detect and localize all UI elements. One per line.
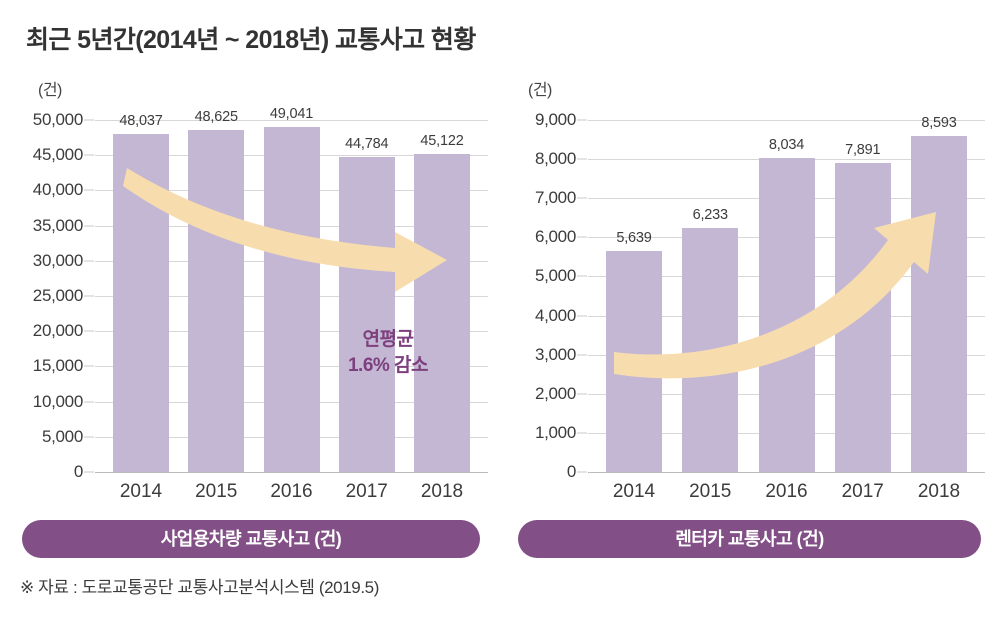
y-axis-tick-mark <box>84 471 94 473</box>
x-axis-tick-label-2017: 2017 <box>841 481 884 502</box>
y-axis-tick-label: 1,000 <box>534 422 576 442</box>
y-axis-tick-label: 0 <box>73 462 83 481</box>
bar-2017[interactable] <box>338 156 395 472</box>
y-axis-tick-label: 3,000 <box>534 344 576 364</box>
y-axis-tick-label: 40,000 <box>32 180 84 200</box>
gridline <box>95 120 488 121</box>
x-axis-tick-label-2018: 2018 <box>917 481 961 502</box>
y-axis-tick-label: 9,000 <box>534 110 576 129</box>
bar-2014[interactable] <box>113 133 169 472</box>
y-axis-tick-mark <box>577 471 587 473</box>
gridline <box>588 120 985 121</box>
y-axis-tick-label: 30,000 <box>32 250 84 270</box>
y-axis-tick-mark <box>577 275 587 277</box>
bar-value-label-2014: 5,639 <box>616 230 652 247</box>
bar-value-label-2015: 48,625 <box>194 108 238 125</box>
y-axis-tick-mark <box>577 119 587 121</box>
y-axis-tick-label: 4,000 <box>534 305 576 325</box>
bar-2016[interactable] <box>263 126 320 472</box>
y-axis-tick-mark <box>84 154 94 156</box>
y-axis-tick-mark <box>577 432 587 434</box>
x-axis-tick-label-2015: 2015 <box>689 481 732 502</box>
gridline <box>588 472 985 473</box>
y-axis-tick-label: 50,000 <box>32 110 84 129</box>
bar-value-label-2014: 48,037 <box>119 112 163 129</box>
y-axis-tick-label: 5,000 <box>534 266 576 286</box>
y-axis-tick-label: 5,000 <box>41 426 83 446</box>
annotation-line-1: 연평균 <box>362 329 414 350</box>
y-axis-unit-label: (건) <box>38 82 62 99</box>
y-axis-tick-label: 8,000 <box>534 149 576 169</box>
bar-2017[interactable] <box>834 163 891 472</box>
y-axis-tick-label: 10,000 <box>32 391 84 411</box>
y-axis-tick-mark <box>577 315 587 317</box>
y-axis-tick-mark <box>84 260 94 262</box>
chart-panel-commercial-vehicles: (건) 0 5,000 10,000 15,000 20,000 25,000 30,000… <box>8 72 488 572</box>
y-axis-tick-mark <box>577 158 587 160</box>
y-axis-tick-mark <box>577 354 587 356</box>
bar-value-label-2017: 44,784 <box>345 135 389 152</box>
page-title: 최근 5년간(2014년 ~ 2018년) 교통사고 현황 <box>26 26 476 54</box>
x-axis-tick-label-2015: 2015 <box>195 481 238 502</box>
y-axis-tick-mark <box>84 401 94 403</box>
bar-2016[interactable] <box>758 157 815 472</box>
y-axis-tick-mark <box>84 436 94 438</box>
bar-value-label-2015: 6,233 <box>692 207 728 224</box>
bar-2014[interactable] <box>606 251 662 472</box>
bar-2015[interactable] <box>682 228 739 472</box>
bar-2018[interactable] <box>414 154 470 472</box>
annotation-line-2: 1.6% 감소 <box>347 354 429 376</box>
y-axis-tick-label: 35,000 <box>32 215 84 235</box>
y-axis-tick-mark <box>577 236 587 238</box>
y-axis-unit-label: (건) <box>528 82 552 99</box>
y-axis-tick-label: 2,000 <box>534 383 576 403</box>
y-axis-tick-label: 7,000 <box>534 188 576 208</box>
x-axis-tick-label-2017: 2017 <box>345 481 388 502</box>
y-axis-tick-mark <box>84 330 94 332</box>
y-axis-tick-mark <box>84 295 94 297</box>
bar-2018[interactable] <box>911 135 967 472</box>
y-axis-tick-label: 25,000 <box>32 286 84 305</box>
x-axis-tick-label-2016: 2016 <box>765 481 808 502</box>
x-axis-tick-label-2014: 2014 <box>119 481 163 502</box>
bar-value-label-2017: 7,891 <box>845 142 881 159</box>
y-axis-tick-label: 15,000 <box>32 356 84 376</box>
x-axis-tick-label-2018: 2018 <box>420 481 464 502</box>
y-axis-tick-label: 6,000 <box>534 227 576 247</box>
chart-caption-commercial-vehicles: 사업용차량 교통사고 (건) <box>22 520 480 558</box>
gridline <box>95 472 488 473</box>
plot-area-commercial-vehicles: 0 5,000 10,000 15,000 20,000 25,000 30,000 35,0… <box>33 106 488 502</box>
bar-2015[interactable] <box>188 129 245 472</box>
chart-panel-rental-cars: (건) 0 1,000 2,000 3,000 4,000 5,000 6,000 7,000… <box>505 72 985 572</box>
bar-value-label-2016: 8,034 <box>768 136 805 153</box>
y-axis-tick-label: 0 <box>566 462 576 481</box>
y-axis-tick-mark <box>84 225 94 227</box>
chart-caption-rental-cars: 렌터카 교통사고 (건) <box>518 520 981 558</box>
plot-area-rental-cars: 0 1,000 2,000 3,000 4,000 5,000 6,000 7,000 8,00… <box>535 110 985 502</box>
y-axis-tick-mark <box>577 393 587 395</box>
source-note: ※ 자료 : 도로교통공단 교통사고분석시스템 (2019.5) <box>20 578 379 597</box>
y-axis-tick-label: 45,000 <box>32 145 84 165</box>
x-axis-tick-label-2014: 2014 <box>612 481 656 502</box>
bar-value-label-2016: 49,041 <box>269 105 314 122</box>
y-axis-tick-mark <box>84 189 94 191</box>
y-axis-tick-mark <box>577 197 587 199</box>
y-axis-tick-label: 20,000 <box>32 321 84 341</box>
annotation-average-decrease: 연평균 1.6% 감소 <box>308 327 468 378</box>
bar-value-label-2018: 8,593 <box>921 114 957 131</box>
bar-value-label-2018: 45,122 <box>420 133 464 150</box>
x-axis-tick-label-2016: 2016 <box>270 481 313 502</box>
y-axis-tick-mark <box>84 365 94 367</box>
y-axis-tick-mark <box>84 119 94 121</box>
